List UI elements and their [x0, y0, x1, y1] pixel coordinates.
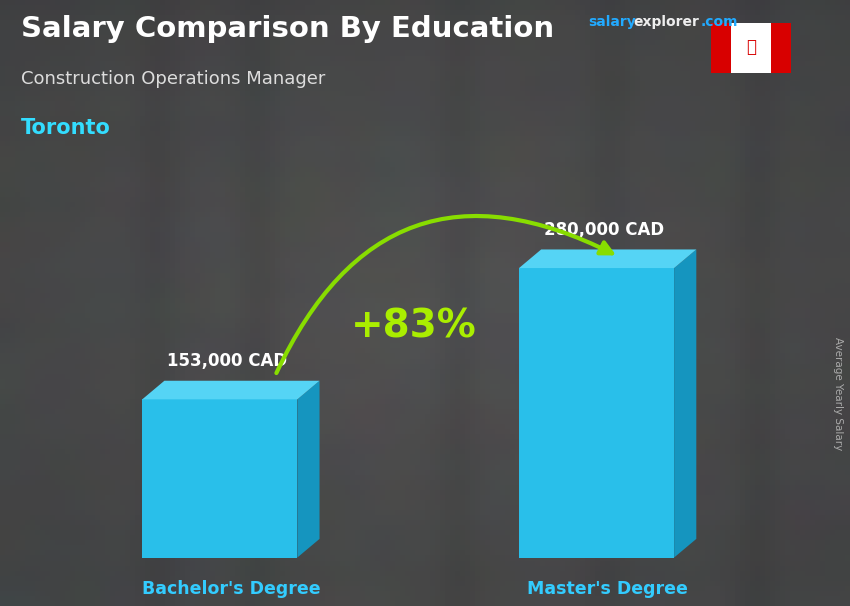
Text: 153,000 CAD: 153,000 CAD	[167, 353, 287, 370]
Polygon shape	[674, 250, 696, 558]
Bar	[771, 23, 791, 73]
Bar	[711, 23, 731, 73]
Text: Salary Comparison By Education: Salary Comparison By Education	[21, 15, 554, 43]
Polygon shape	[142, 381, 320, 399]
Text: 280,000 CAD: 280,000 CAD	[544, 221, 664, 239]
Polygon shape	[298, 381, 320, 558]
Text: Master's Degree: Master's Degree	[527, 581, 688, 598]
Bar	[142, 399, 298, 558]
Text: 🍁: 🍁	[746, 38, 756, 56]
Text: Construction Operations Manager: Construction Operations Manager	[21, 70, 326, 88]
Bar	[519, 268, 674, 558]
Text: Average Yearly Salary: Average Yearly Salary	[833, 338, 843, 450]
Polygon shape	[519, 250, 696, 268]
Text: salary: salary	[588, 15, 636, 29]
Text: +83%: +83%	[351, 308, 477, 346]
Text: .com: .com	[700, 15, 738, 29]
Text: Toronto: Toronto	[21, 118, 111, 138]
Text: explorer: explorer	[633, 15, 699, 29]
Text: Bachelor's Degree: Bachelor's Degree	[142, 581, 320, 598]
